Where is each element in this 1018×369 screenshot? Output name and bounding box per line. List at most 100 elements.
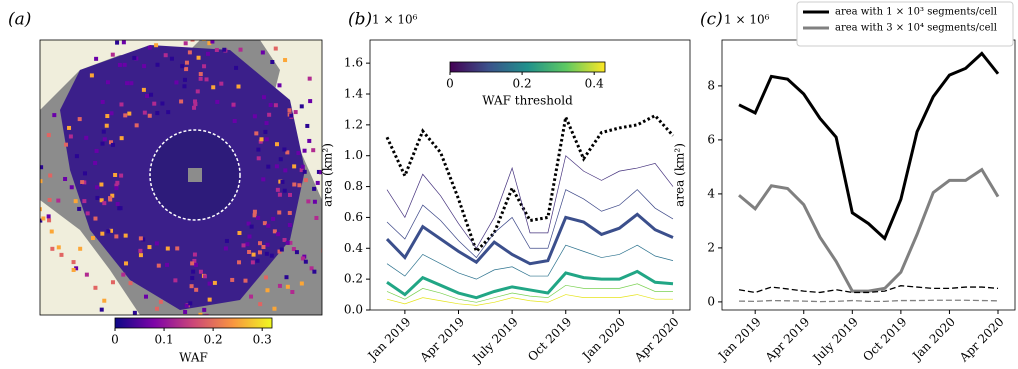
- ice-pixel: [114, 186, 119, 191]
- ice-pixel: [238, 47, 243, 52]
- ice-pixel: [74, 266, 79, 271]
- ice-pixel: [192, 26, 196, 30]
- ice-pixel: [147, 45, 152, 50]
- ice-pixel: [251, 252, 256, 257]
- ice-pixel: [246, 221, 251, 226]
- ice-pixel: [102, 201, 107, 206]
- ice-pixel: [193, 99, 198, 104]
- ice-pixel: [258, 302, 263, 307]
- ice-pixel: [222, 47, 227, 52]
- ice-pixel: [190, 40, 195, 42]
- ice-pixel: [252, 114, 257, 119]
- ice-pixel: [40, 165, 44, 170]
- ice-pixel: [183, 41, 188, 46]
- ice-pixel: [122, 62, 127, 67]
- ice-pixel: [325, 252, 329, 256]
- ice-pixel: [155, 111, 160, 116]
- ice-pixel: [214, 47, 219, 52]
- ice-pixel: [272, 229, 277, 234]
- ice-pixel: [314, 215, 319, 220]
- ice-pixel: [31, 169, 35, 173]
- ice-pixel: [190, 276, 195, 281]
- x-tick-label: Apr 2020: [631, 315, 682, 366]
- ice-pixel: [337, 148, 341, 152]
- ice-pixel: [291, 247, 296, 252]
- ice-pixel: [325, 120, 329, 124]
- ice-pixel: [110, 142, 115, 147]
- ice-pixel: [327, 102, 331, 106]
- ice-pixel: [63, 176, 68, 181]
- ice-pixel: [311, 148, 316, 153]
- ice-pixel: [142, 110, 147, 115]
- ice-pixel: [175, 246, 180, 251]
- colorbar-label: WAF threshold: [482, 94, 573, 108]
- ice-pixel: [145, 93, 150, 98]
- ice-pixel: [300, 256, 305, 261]
- ice-pixel: [212, 280, 217, 285]
- ice-pixel: [297, 183, 302, 188]
- x-tick-label: Jan 2019: [364, 315, 414, 365]
- x-tick-label: Apr 2020: [956, 315, 1007, 366]
- ice-pixel: [337, 226, 341, 230]
- ice-pixel: [247, 249, 252, 254]
- ice-pixel: [40, 218, 43, 223]
- ice-pixel: [252, 209, 257, 214]
- legend-label: area with 1 × 10³ segments/cell: [835, 7, 997, 18]
- ice-pixel: [183, 309, 188, 314]
- ice-pixel: [93, 160, 98, 165]
- ice-pixel: [138, 248, 143, 253]
- ice-pixel: [287, 210, 292, 215]
- ice-pixel: [40, 179, 43, 184]
- panel-label: (c): [700, 10, 723, 30]
- x-tick-label: Oct 2019: [860, 315, 909, 364]
- ice-pixel: [290, 289, 295, 294]
- ice-pixel: [115, 201, 120, 206]
- ice-pixel: [255, 258, 260, 263]
- pole-hole: [188, 168, 202, 182]
- ice-pixel: [59, 252, 64, 257]
- colorbar-tick-label: 0.2: [513, 77, 532, 91]
- ice-pixel: [99, 182, 104, 187]
- ice-pixel: [256, 156, 261, 161]
- ice-pixel: [285, 240, 290, 245]
- ice-pixel: [154, 306, 159, 311]
- ice-pixel: [198, 269, 203, 274]
- ice-pixel: [174, 80, 179, 85]
- ice-pixel: [277, 83, 282, 88]
- ice-pixel: [94, 148, 99, 153]
- ice-pixel: [77, 117, 82, 122]
- ice-pixel: [270, 59, 275, 64]
- ice-pixel: [249, 224, 254, 229]
- ice-pixel: [132, 55, 137, 60]
- data-line: [386, 269, 674, 300]
- ice-pixel: [198, 72, 203, 77]
- ice-pixel: [179, 99, 184, 104]
- data-line: [386, 189, 674, 259]
- ice-pixel: [237, 260, 242, 265]
- ice-pixel: [89, 73, 94, 78]
- ice-pixel: [129, 81, 134, 86]
- ice-pixel: [277, 192, 282, 197]
- colorbar-tick-label: 0.4: [585, 77, 604, 91]
- x-tick-label: July 2019: [809, 315, 861, 367]
- ice-pixel: [82, 171, 87, 176]
- ice-pixel: [127, 111, 132, 116]
- plot-frame: [369, 39, 691, 311]
- ice-pixel: [160, 101, 165, 106]
- ice-pixel: [121, 272, 126, 277]
- ice-pixel: [275, 187, 280, 192]
- x-tick-label: Jan 2020: [578, 315, 628, 365]
- ice-pixel: [49, 229, 54, 234]
- ice-pixel: [156, 263, 161, 268]
- ice-pixel: [147, 245, 152, 250]
- ice-pixel: [154, 43, 159, 48]
- ice-pixel: [94, 56, 99, 61]
- data-line: [385, 111, 675, 255]
- ice-pixel: [142, 64, 147, 69]
- ice-pixel: [283, 58, 288, 63]
- ice-pixel: [163, 53, 168, 58]
- ice-pixel: [155, 62, 160, 67]
- ice-pixel: [225, 30, 229, 34]
- ice-pixel: [85, 211, 90, 216]
